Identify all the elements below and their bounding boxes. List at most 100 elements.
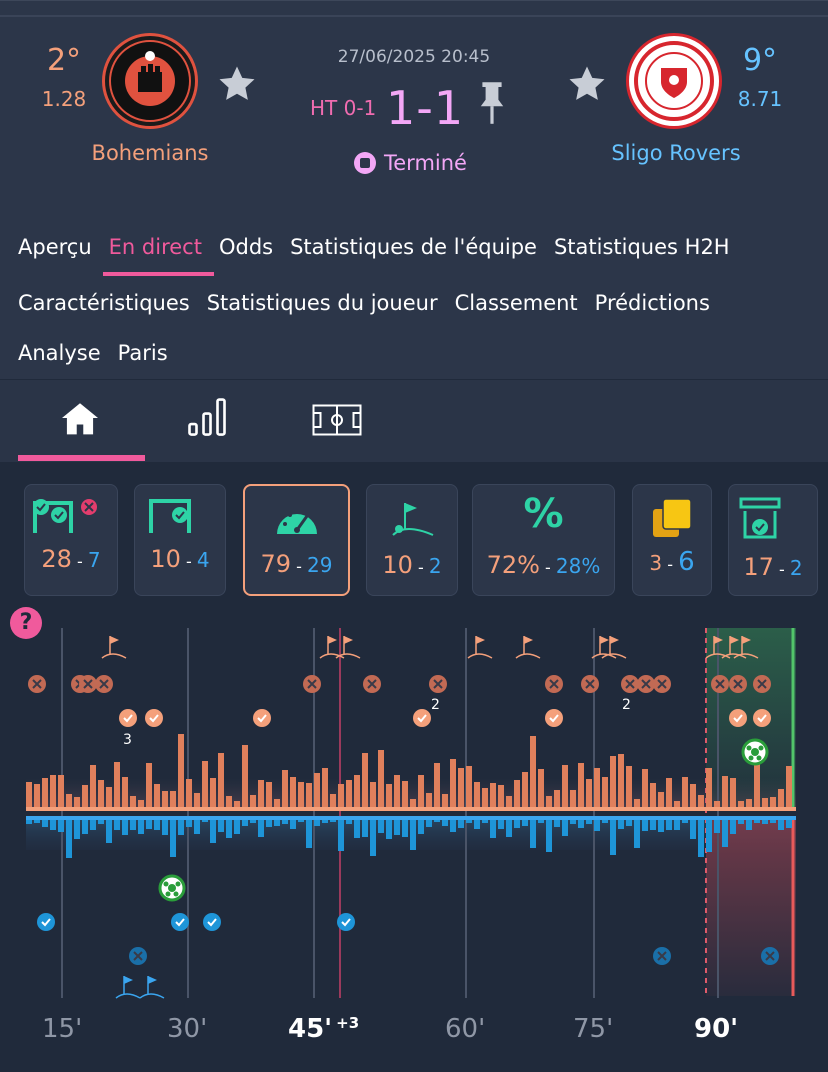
away-bar bbox=[506, 818, 512, 837]
home-bar bbox=[610, 756, 616, 809]
home-bar bbox=[514, 780, 520, 809]
shot-on-target-icon bbox=[37, 913, 55, 931]
home-bar bbox=[314, 773, 320, 809]
away-bar bbox=[426, 818, 432, 827]
away-bar bbox=[218, 818, 224, 832]
home-bar bbox=[74, 797, 80, 809]
home-bar bbox=[466, 766, 472, 809]
nav-active-indicator bbox=[103, 272, 214, 276]
home-bar bbox=[370, 782, 376, 809]
nav-bets[interactable]: Paris bbox=[117, 341, 168, 365]
away-bar bbox=[82, 818, 88, 834]
home-bar bbox=[186, 779, 192, 809]
away-bar bbox=[618, 818, 624, 829]
nav-analysis[interactable]: Analyse bbox=[18, 341, 101, 365]
away-bar bbox=[370, 818, 376, 856]
nav-overview[interactable]: Aperçu bbox=[18, 235, 92, 259]
stat-card-corners[interactable]: 10 - 2 bbox=[366, 484, 458, 596]
away-bar bbox=[90, 818, 96, 830]
home-bar bbox=[26, 782, 32, 809]
nav-player-stats[interactable]: Statistiques du joueur bbox=[206, 291, 438, 315]
away-bar bbox=[26, 818, 32, 824]
home-bar bbox=[82, 785, 88, 809]
away-bar bbox=[306, 818, 312, 848]
away-bar bbox=[154, 818, 160, 830]
home-bar bbox=[474, 782, 480, 809]
home-bar bbox=[762, 798, 768, 809]
away-logo[interactable] bbox=[626, 33, 722, 129]
away-team-name[interactable]: Sligo Rovers bbox=[611, 141, 741, 165]
sub-tab-bar bbox=[0, 380, 828, 462]
stat-card-possession[interactable]: % 72% - 28% bbox=[472, 484, 615, 596]
home-bar bbox=[58, 775, 64, 809]
home-bar bbox=[786, 766, 792, 809]
minute-label-75: 75' bbox=[573, 1014, 614, 1044]
shot-on-target-icon bbox=[119, 709, 137, 727]
home-bar bbox=[554, 790, 560, 809]
stat-card-shots-on-target[interactable]: 10 - 4 bbox=[134, 484, 226, 596]
home-bar bbox=[642, 769, 648, 809]
away-bar bbox=[138, 818, 144, 834]
away-bar bbox=[610, 818, 616, 855]
home-bar bbox=[146, 763, 152, 809]
nav-h2h-stats[interactable]: Statistiques H2H bbox=[553, 235, 730, 259]
minute-label-60: 60' bbox=[445, 1014, 486, 1044]
away-bar bbox=[410, 818, 416, 850]
away-bar bbox=[226, 818, 232, 838]
home-bar bbox=[66, 794, 72, 809]
nav-standings[interactable]: Classement bbox=[454, 291, 578, 315]
home-bar bbox=[698, 795, 704, 809]
stats-bars-icon[interactable] bbox=[186, 396, 228, 438]
away-bar bbox=[50, 818, 56, 830]
cards-icon bbox=[653, 498, 692, 537]
home-bar bbox=[298, 782, 304, 809]
nav-characteristics[interactable]: Caractéristiques bbox=[18, 291, 190, 315]
home-bar bbox=[498, 785, 504, 809]
help-icon[interactable]: ? bbox=[10, 607, 42, 639]
home-bar bbox=[778, 789, 784, 809]
nav-odds[interactable]: Odds bbox=[218, 235, 274, 259]
away-bar bbox=[642, 818, 648, 831]
home-bar bbox=[650, 783, 656, 809]
away-bar bbox=[730, 818, 736, 834]
home-bar bbox=[410, 799, 416, 809]
stat-card-saves[interactable]: 17 - 2 bbox=[728, 484, 818, 596]
home-bar bbox=[114, 762, 120, 809]
stat-card-shots[interactable]: 28 - 7 bbox=[24, 484, 118, 596]
stat-value-attacks: 79 - 29 bbox=[260, 550, 333, 578]
home-bar bbox=[602, 777, 608, 809]
home-bar bbox=[426, 793, 432, 809]
match-status: Terminé bbox=[354, 151, 467, 175]
home-bar bbox=[266, 782, 272, 809]
favorite-away-star-icon[interactable] bbox=[566, 63, 608, 105]
home-icon[interactable] bbox=[60, 400, 100, 436]
match-header: 2° 1.28 Bohemians 27/06/2025 20:45 HT 0-… bbox=[0, 0, 828, 379]
stat-card-cards[interactable]: 3 - 6 bbox=[632, 484, 712, 596]
attacks-gauge-icon bbox=[277, 509, 317, 534]
home-bar bbox=[730, 778, 736, 809]
missed-shot-icon bbox=[711, 675, 729, 693]
away-bar bbox=[34, 818, 40, 823]
home-logo[interactable] bbox=[102, 33, 198, 129]
pitch-icon[interactable] bbox=[312, 404, 362, 436]
minute-label-30: 30' bbox=[167, 1014, 208, 1044]
corner-flag-icon bbox=[392, 503, 434, 536]
home-bar bbox=[330, 794, 336, 809]
stat-value-shots-on-target: 10 - 4 bbox=[150, 545, 210, 573]
stat-card-attacks[interactable]: 79 - 29 bbox=[243, 484, 350, 596]
nav-live[interactable]: En direct bbox=[108, 235, 202, 259]
home-bar bbox=[546, 796, 552, 809]
nav-predictions[interactable]: Prédictions bbox=[594, 291, 710, 315]
pin-icon[interactable] bbox=[472, 79, 512, 127]
away-bar bbox=[210, 818, 216, 843]
away-bar bbox=[658, 818, 664, 832]
favorite-home-star-icon[interactable] bbox=[216, 63, 258, 105]
away-bar bbox=[114, 818, 120, 830]
home-bar bbox=[106, 787, 112, 809]
away-bar bbox=[482, 818, 488, 823]
home-team-name[interactable]: Bohemians bbox=[91, 141, 209, 165]
nav-team-stats[interactable]: Statistiques de l'équipe bbox=[290, 235, 537, 259]
home-bar bbox=[578, 763, 584, 809]
shots-icon bbox=[33, 499, 97, 533]
home-bar bbox=[50, 775, 56, 809]
